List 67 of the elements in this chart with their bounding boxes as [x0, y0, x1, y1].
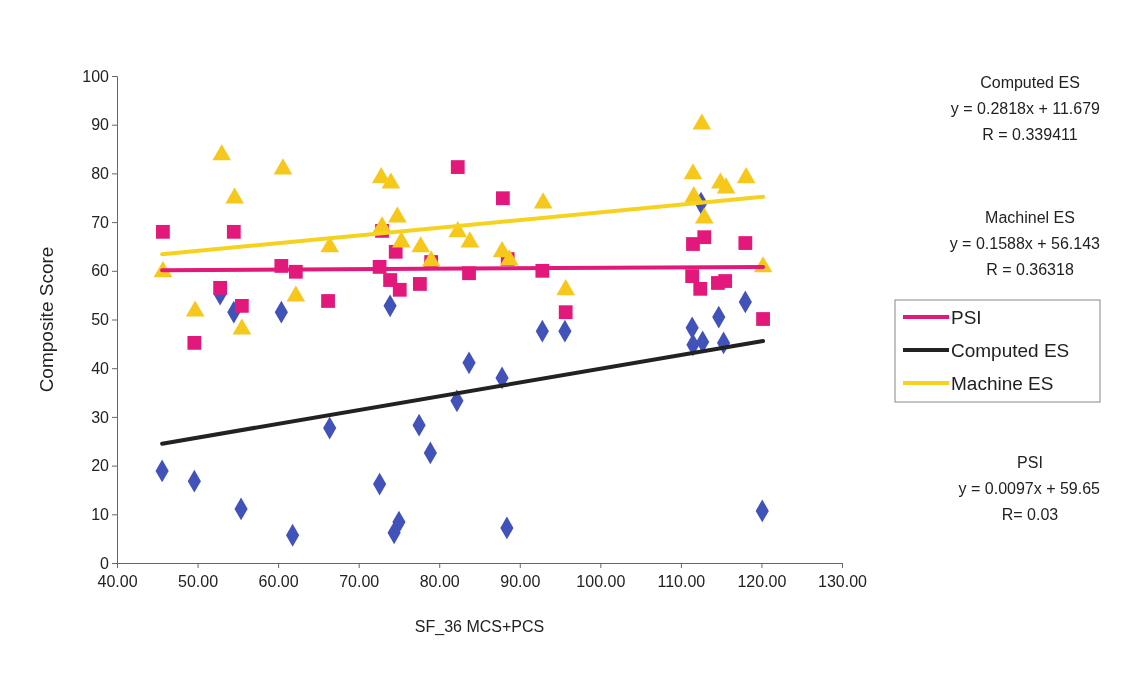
point	[685, 269, 700, 284]
point	[500, 249, 519, 266]
x-axis-title: SF_36 MCS+PCS	[414, 618, 545, 636]
y-tick-label: 40	[91, 359, 110, 377]
x-tick-label: 120.00	[737, 573, 787, 590]
point	[234, 298, 249, 313]
point	[558, 305, 573, 320]
y-tick-label: 0	[100, 554, 110, 572]
x-tick-label: 130.00	[818, 573, 868, 590]
point	[383, 273, 397, 287]
y-tick-label: 90	[91, 116, 110, 134]
x-tick-label: 80.00	[419, 573, 460, 590]
point	[392, 282, 407, 297]
text: PSI y = 0.0097x + 59.65 R= 0.03	[958, 454, 1101, 523]
point	[533, 192, 553, 209]
point	[421, 250, 441, 267]
y-tick-label: 20	[91, 457, 110, 475]
point	[716, 177, 736, 194]
point	[738, 236, 753, 250]
point	[694, 207, 714, 224]
point	[286, 285, 306, 302]
point	[212, 144, 232, 161]
text: Computed ES y = 0.2818x + 11.679 R = 0.339411	[950, 74, 1101, 143]
y-tick-label: 100	[82, 67, 110, 85]
point	[697, 230, 712, 245]
text: Machinel ES y = 0.1588x + 56.143 R = 0.36318	[949, 209, 1101, 278]
point	[495, 191, 510, 206]
x-tick-label: 40.00	[97, 573, 138, 590]
point	[226, 224, 241, 239]
point	[388, 206, 407, 223]
point	[684, 186, 704, 203]
y-tick-label: 50	[91, 311, 110, 329]
y-tick-label: 80	[91, 165, 110, 183]
point	[692, 113, 712, 130]
point	[185, 300, 205, 317]
y-tick-label: 60	[91, 262, 110, 280]
x-tick-label: 70.00	[339, 573, 380, 590]
point	[381, 172, 401, 189]
point	[460, 231, 480, 248]
point	[693, 281, 708, 296]
point	[718, 274, 733, 288]
legend-label: PSI	[951, 307, 982, 328]
point	[556, 279, 575, 296]
point	[273, 158, 293, 175]
point	[321, 294, 335, 308]
point	[756, 312, 770, 326]
y-axis-title: Composite Score	[36, 246, 57, 393]
legend-label: Computed ES	[951, 340, 1070, 361]
x-tick-label: 100.00	[576, 573, 626, 590]
y-tick-label: 30	[91, 408, 110, 426]
point	[156, 224, 170, 239]
point	[411, 236, 430, 253]
y-tick-label: 10	[91, 505, 110, 523]
point	[450, 160, 465, 174]
point	[187, 335, 202, 350]
point	[213, 280, 227, 295]
point	[683, 163, 703, 180]
y-tick-label: 70	[91, 213, 110, 231]
point	[413, 277, 427, 291]
x-tick-label: 60.00	[258, 573, 299, 590]
x-tick-label: 90.00	[500, 573, 541, 590]
point	[225, 187, 244, 204]
legend-label: Machine ES	[951, 373, 1054, 394]
x-tick-label: 50.00	[178, 573, 219, 590]
point	[392, 231, 411, 248]
point	[736, 167, 756, 184]
x-tick-label: 110.00	[657, 573, 706, 590]
